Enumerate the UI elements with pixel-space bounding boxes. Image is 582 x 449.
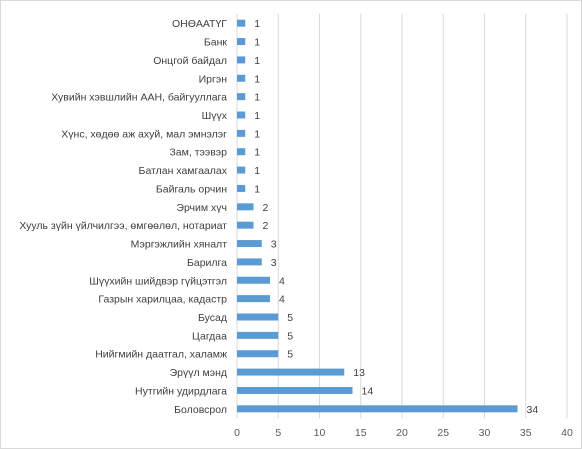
bar [237, 405, 518, 413]
category-label: Хууль зүйн үйлчилгээ, өмгөөлөл, нотариат [19, 220, 227, 232]
grid-lines [236, 14, 568, 418]
bar [237, 203, 254, 211]
category-label: Банк [204, 37, 228, 49]
data-label: 13 [353, 367, 365, 379]
bars [237, 19, 518, 413]
bar [237, 368, 345, 376]
bar [237, 38, 246, 46]
data-label: 3 [271, 257, 277, 269]
data-label: 1 [254, 73, 260, 85]
category-label: Нутгийн удирдлага [135, 385, 227, 397]
category-label: Барилга [187, 257, 227, 269]
data-label: 1 [254, 18, 260, 30]
data-label: 1 [254, 165, 260, 177]
data-label: 4 [279, 294, 285, 306]
category-label: Зам, тээвэр [169, 147, 227, 159]
category-label: Шүүх [202, 110, 228, 122]
data-label: 1 [254, 110, 260, 122]
data-label: 1 [254, 92, 260, 104]
data-label: 3 [271, 239, 277, 251]
x-tick-label: 25 [437, 427, 449, 439]
category-label: Эрчим хүч [176, 202, 227, 214]
category-label: Эрүүл мэнд [170, 367, 227, 379]
category-label: Боловсрол [174, 404, 227, 416]
bar [237, 56, 246, 64]
bar [237, 221, 254, 229]
bar [237, 313, 279, 321]
category-label: Бусад [198, 312, 227, 324]
data-label: 1 [254, 37, 260, 49]
x-tick-label: 20 [396, 427, 408, 439]
data-label: 5 [287, 330, 293, 342]
category-label: Байгаль орчин [156, 183, 227, 195]
bar [237, 166, 246, 174]
bar [237, 295, 270, 303]
bar [237, 350, 279, 358]
x-tick-label: 30 [479, 427, 491, 439]
x-tick-label: 15 [355, 427, 367, 439]
category-label: Хүнс, хөдөө аж ахуй, мал эмнэлэг [61, 128, 227, 140]
category-label: Нийгмийн даатгал, халамж [95, 349, 227, 361]
bar [237, 276, 270, 284]
bar [237, 148, 246, 156]
bar [237, 19, 246, 27]
category-label: Иргэн [199, 73, 228, 85]
data-label: 1 [254, 55, 260, 67]
data-label: 34 [527, 404, 539, 416]
bar [237, 386, 353, 394]
data-label: 5 [287, 312, 293, 324]
category-label: Онцгой байдал [153, 55, 227, 67]
bar [237, 258, 262, 266]
x-tick-label: 40 [561, 427, 573, 439]
bar [237, 93, 246, 101]
bar [237, 129, 246, 137]
x-tick-label: 0 [234, 427, 240, 439]
category-label: Хувийн хэвшлийн ААН, байгууллага [51, 92, 227, 104]
bar [237, 240, 262, 248]
x-tick-label: 35 [520, 427, 532, 439]
bar [237, 111, 246, 119]
data-label: 1 [254, 183, 260, 195]
category-label: Газрын харилцаа, кадастр [98, 294, 227, 306]
data-label: 5 [287, 349, 293, 361]
category-label: Цагдаа [192, 330, 227, 342]
x-tick-label: 10 [314, 427, 326, 439]
data-label: 2 [263, 220, 269, 232]
bar [237, 74, 246, 82]
bar [237, 331, 279, 339]
bar [237, 184, 246, 192]
x-tick-label: 5 [275, 427, 281, 439]
data-label: 1 [254, 147, 260, 159]
category-label: Шүүхийн шийдвэр гүйцэтгэл [89, 275, 227, 287]
data-label: 14 [362, 385, 374, 397]
data-label: 1 [254, 128, 260, 140]
category-label: ОНӨААТҮГ [172, 18, 227, 30]
data-label: 2 [263, 202, 269, 214]
category-label: Мэргэжлийн хяналт [131, 239, 228, 251]
category-label: Батлан хамгаалах [139, 165, 228, 177]
data-label: 4 [279, 275, 285, 287]
